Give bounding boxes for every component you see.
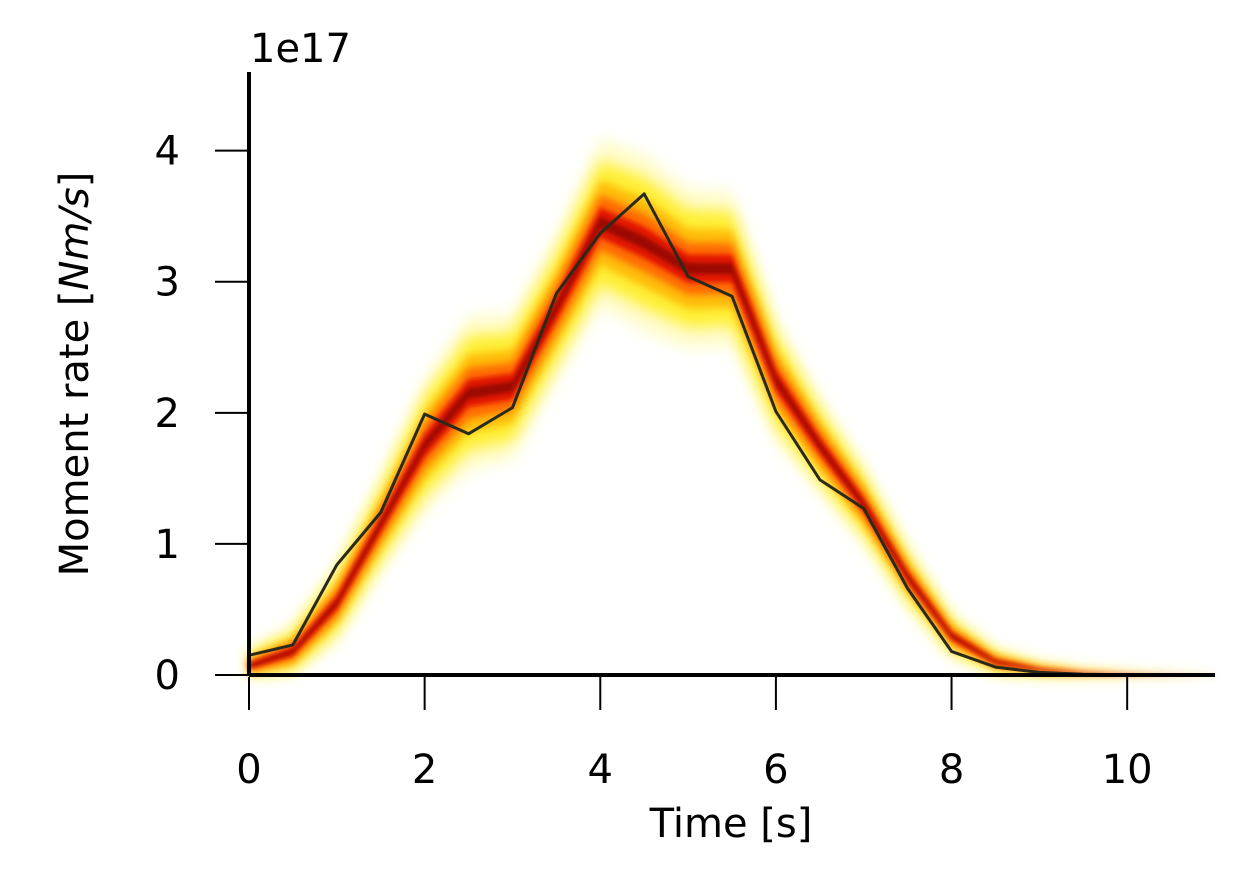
x-tick-label: 10: [1102, 747, 1153, 793]
x-tick-label: 8: [939, 747, 964, 793]
y-axis-label-prefix: Moment rate [: [52, 290, 98, 576]
y-tick-label: 3: [155, 260, 180, 306]
y-tick-label: 4: [155, 129, 180, 175]
y-axis-ticks: 0 1 2 3 4: [155, 129, 247, 699]
x-axis-ticks: 0 2 4 6 8 10: [236, 677, 1153, 793]
ensemble-density-band: [249, 138, 1215, 676]
y-offset-label: 1e17: [250, 26, 351, 72]
x-tick-label: 0: [236, 747, 261, 793]
x-tick-label: 2: [412, 747, 437, 793]
y-axis-label: Moment rate [Nm/s]: [52, 172, 98, 577]
y-axis-label-suffix: ]: [52, 172, 98, 188]
y-axis-label-units: Nm/s: [52, 187, 98, 290]
x-tick-label: 4: [588, 747, 613, 793]
density-level-4: [249, 207, 1215, 676]
x-tick-label: 6: [763, 747, 788, 793]
x-axis-label: Time [s]: [649, 801, 813, 847]
y-tick-label: 1: [155, 522, 180, 568]
y-tick-label: 0: [155, 653, 180, 699]
y-tick-label: 2: [155, 391, 180, 437]
